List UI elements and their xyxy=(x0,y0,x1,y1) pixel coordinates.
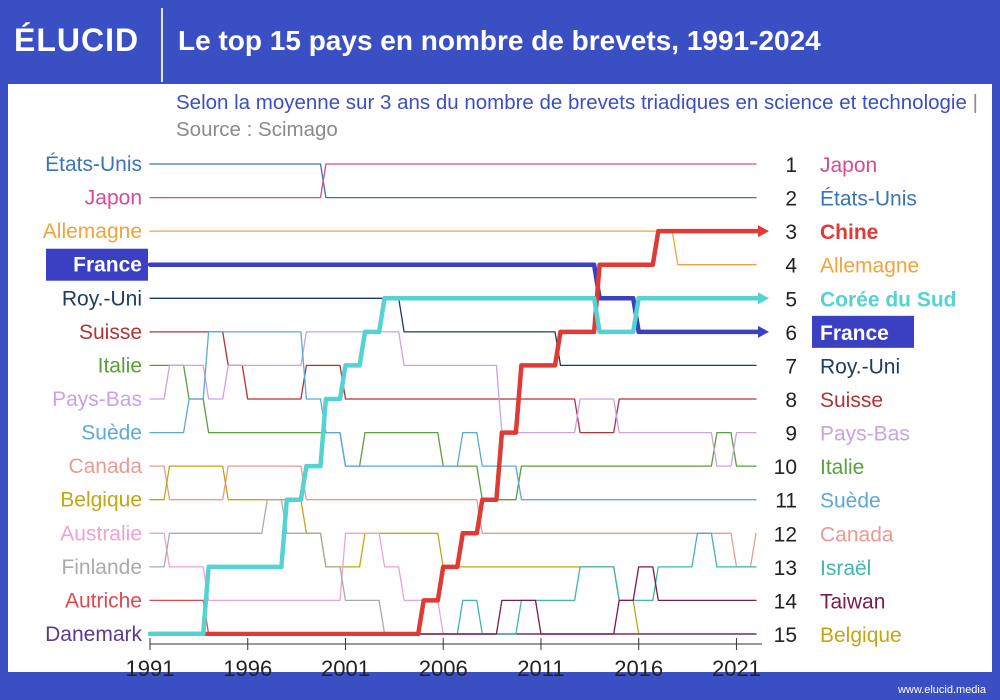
left-label-pays-bas: Pays-Bas xyxy=(52,388,142,411)
x-tick-label-2006: 2006 xyxy=(419,656,468,681)
left-label-suede: Suède xyxy=(81,422,142,445)
rank-number-1: 1 xyxy=(785,154,797,177)
left-label-italie: Italie xyxy=(98,354,142,377)
right-label-allemagne: Allemagne xyxy=(820,255,919,278)
series-line-etats-unis[interactable] xyxy=(149,163,757,199)
right-label-israel: Israël xyxy=(820,557,871,580)
right-label-italie: Italie xyxy=(820,456,864,479)
series-line-israel[interactable] xyxy=(149,532,757,635)
x-tick-label-2011: 2011 xyxy=(517,656,564,681)
chart-subtitle: Selon la moyenne sur 3 ans du nombre de … xyxy=(176,89,996,143)
series-arrow-france xyxy=(758,325,769,338)
series-line-japon[interactable] xyxy=(149,163,757,199)
right-label-pays-bas: Pays-Bas xyxy=(820,423,910,446)
rank-number-7: 7 xyxy=(785,355,797,378)
x-tick-label-2001: 2001 xyxy=(321,656,370,681)
right-label-roy-uni: Roy.-Uni xyxy=(820,355,900,378)
series-line-belgique[interactable] xyxy=(149,465,757,635)
rank-number-6: 6 xyxy=(785,322,797,345)
right-label-etats-unis: États-Unis xyxy=(820,188,917,211)
logo[interactable]: ÉLUCID xyxy=(14,22,140,58)
rank-number-15: 15 xyxy=(774,624,797,647)
right-label-box-france xyxy=(812,315,914,348)
series-line-suisse[interactable] xyxy=(149,331,757,434)
subtitle-text: Selon la moyenne sur 3 ans du nombre de … xyxy=(176,91,967,114)
right-label-japon: Japon xyxy=(820,154,877,177)
series-lines xyxy=(148,163,763,636)
rank-number-12: 12 xyxy=(774,523,797,546)
series-line-france[interactable] xyxy=(148,262,763,335)
left-label-belgique: Belgique xyxy=(60,489,142,512)
x-axis: 1991 1996 2001 2006 2011 2016 2021 xyxy=(126,638,762,681)
rank-number-9: 9 xyxy=(785,423,797,446)
x-tick-label-2016: 2016 xyxy=(614,656,663,681)
series-line-autriche[interactable] xyxy=(149,599,757,635)
left-label-box-france xyxy=(46,248,148,281)
logo-separator xyxy=(161,8,163,82)
series-line-australie[interactable] xyxy=(149,532,757,635)
left-label-france: France xyxy=(73,254,142,277)
x-tick-label-1996: 1996 xyxy=(223,656,272,681)
right-label-suede: Suède xyxy=(820,490,881,513)
series-line-allemagne[interactable] xyxy=(149,230,757,266)
right-label-chine: Chine xyxy=(820,221,878,244)
series-line-suede[interactable] xyxy=(149,331,757,501)
right-label-belgique: Belgique xyxy=(820,624,902,647)
series-arrow-coree-du-sud xyxy=(758,292,769,305)
x-tick-label-2021: 2021 xyxy=(712,656,761,681)
right-label-coree-du-sud: Corée du Sud xyxy=(820,288,957,311)
left-label-allemagne: Allemagne xyxy=(43,220,142,243)
left-label-roy-uni: Roy.-Uni xyxy=(62,287,142,310)
rank-number-13: 13 xyxy=(774,557,797,580)
header: ÉLUCID Le top 15 pays en nombre de breve… xyxy=(0,0,1000,84)
rank-number-5: 5 xyxy=(785,288,797,311)
x-tick-label-1991: 1991 xyxy=(126,656,175,681)
series-line-roy-uni[interactable] xyxy=(149,297,757,367)
rank-number-14: 14 xyxy=(774,590,798,613)
series-line-canada[interactable] xyxy=(149,465,757,568)
series-line-pays-bas[interactable] xyxy=(149,331,757,467)
chart-panel xyxy=(8,84,992,672)
left-label-japon: Japon xyxy=(85,187,142,210)
source-text: Source : Scimago xyxy=(176,118,338,141)
source-separator: | xyxy=(972,91,978,114)
left-label-autriche: Autriche xyxy=(65,589,142,612)
series-line-coree-du-sud[interactable] xyxy=(148,296,763,636)
right-label-taiwan: Taiwan xyxy=(820,590,885,613)
left-label-finlande: Finlande xyxy=(61,556,142,579)
rank-number-2: 2 xyxy=(785,188,797,211)
right-labels: 1 Japon 2 États-Unis 3 Chine 4 Allemagne 5 Corée … xyxy=(774,154,957,647)
rank-number-11: 11 xyxy=(775,490,797,513)
right-label-france: France xyxy=(820,322,889,345)
rank-number-4: 4 xyxy=(785,255,797,278)
left-label-canada: Canada xyxy=(68,455,142,478)
series-line-chine[interactable] xyxy=(148,228,763,636)
series-arrow-chine xyxy=(758,225,769,238)
rank-number-8: 8 xyxy=(785,389,797,412)
chart-title: Le top 15 pays en nombre de brevets, 199… xyxy=(178,25,821,56)
right-label-canada: Canada xyxy=(820,523,894,546)
left-label-suisse: Suisse xyxy=(79,321,142,344)
rank-number-10: 10 xyxy=(774,456,797,479)
left-label-etats-unis: États-Unis xyxy=(45,153,142,176)
left-label-danemark: Danemark xyxy=(45,623,142,646)
rank-number-3: 3 xyxy=(785,221,797,244)
left-label-australie: Australie xyxy=(60,522,142,545)
right-label-suisse: Suisse xyxy=(820,389,883,412)
footer-url[interactable]: www.elucid.media xyxy=(897,684,986,696)
left-labels: États-Unis Japon Allemagne France Roy.-Uni Su… xyxy=(43,153,148,646)
